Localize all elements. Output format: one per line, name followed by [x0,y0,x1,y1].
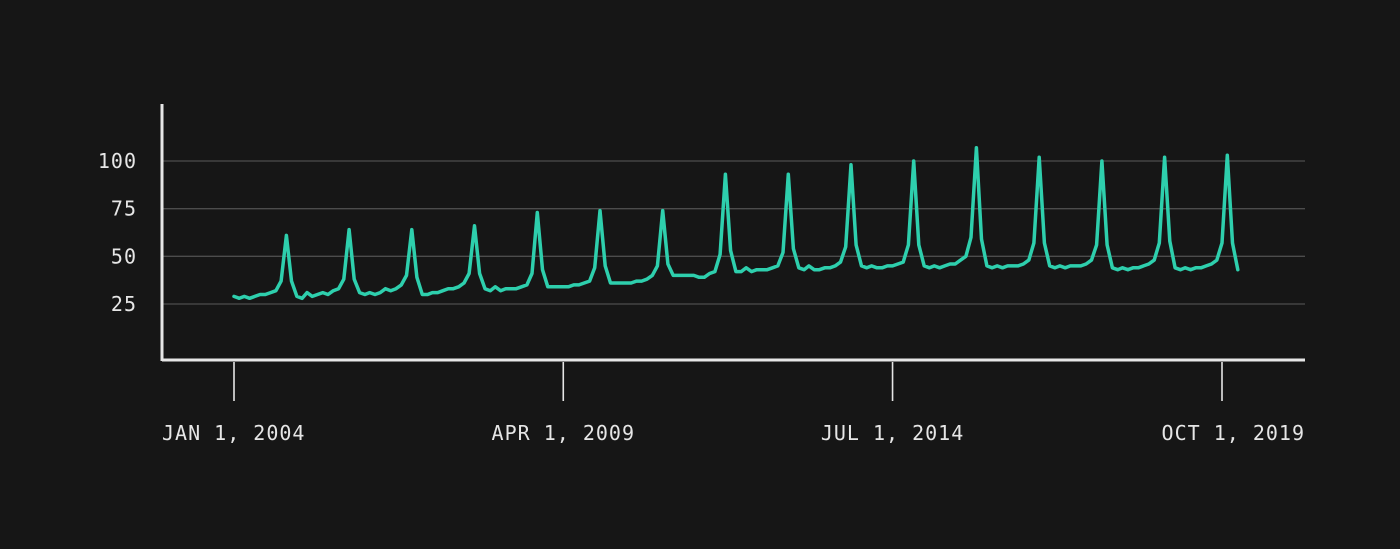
y-tick-label: 100 [98,149,137,173]
y-axis-ticks: 25 50 75 100 [98,149,137,316]
y-tick-label: 75 [111,197,137,221]
data-series [232,145,1240,301]
x-tick-label: JAN 1, 2004 [162,421,305,445]
x-tick-label: APR 1, 2009 [492,421,635,445]
x-tick-label: OCT 1, 2019 [1162,421,1305,445]
gridlines [162,160,1305,305]
y-tick-label: 50 [111,244,137,268]
y-tick-label: 25 [111,292,137,316]
x-tick-label: JUL 1, 2014 [821,421,964,445]
x-axis-ticks: JAN 1, 2004 APR 1, 2009 JUL 1, 2014 OCT 1, … [162,362,1305,445]
series-line [232,145,1240,301]
